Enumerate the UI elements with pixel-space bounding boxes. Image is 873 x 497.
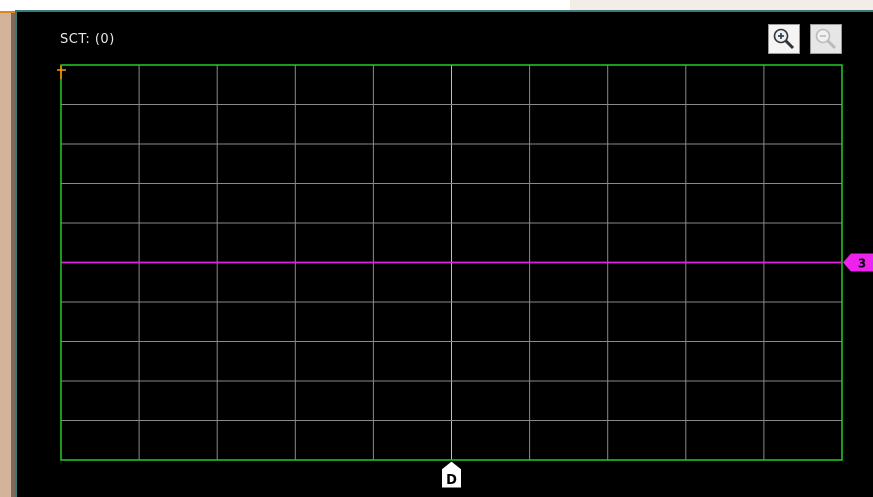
zoom-in-icon: [773, 28, 795, 50]
oscilloscope-panel: [15, 10, 873, 497]
left-edge-shadow: [11, 0, 15, 497]
zoom-out-icon: [815, 28, 837, 50]
zoom-in-button[interactable]: [768, 24, 800, 54]
channel-3-marker[interactable]: 3: [843, 253, 873, 272]
zoom-out-button[interactable]: [810, 24, 842, 54]
trigger-marker-label: D: [446, 473, 457, 488]
trigger-level-icon: [57, 66, 66, 79]
channel-marker-label: 3: [858, 257, 866, 271]
trigger-position-marker[interactable]: D: [441, 460, 462, 489]
left-edge-strip: [0, 0, 11, 497]
status-label: SCT: (0): [60, 32, 115, 47]
